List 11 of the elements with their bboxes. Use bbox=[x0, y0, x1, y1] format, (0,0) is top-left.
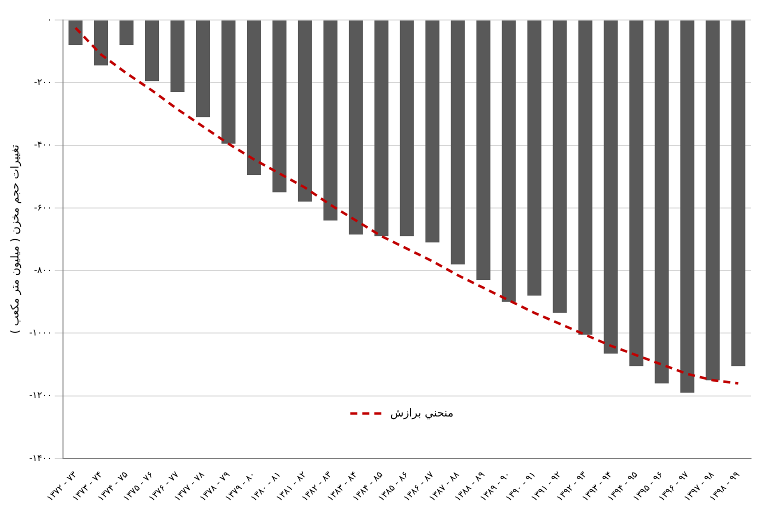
y-tick-label: ۰ bbox=[46, 15, 52, 26]
line-series bbox=[74, 26, 740, 385]
y-tick-label: -۱۰۰۰ bbox=[29, 328, 52, 339]
legend-label: منحني برازش bbox=[390, 406, 454, 420]
y-tick-label: -۸۰۰ bbox=[34, 266, 52, 276]
y-tick-label: -۱۴۰۰ bbox=[29, 454, 52, 464]
y-tick-label: -۲۰۰ bbox=[34, 78, 52, 88]
y-axis-title: تغییرات حجم مخزن ( میلیون متر مکعب ) bbox=[8, 144, 22, 334]
y-tick-label: -۶۰۰ bbox=[34, 203, 52, 214]
y-tick-label: -۴۰۰ bbox=[34, 140, 52, 151]
y-tick-label: -۱۲۰۰ bbox=[29, 391, 52, 402]
